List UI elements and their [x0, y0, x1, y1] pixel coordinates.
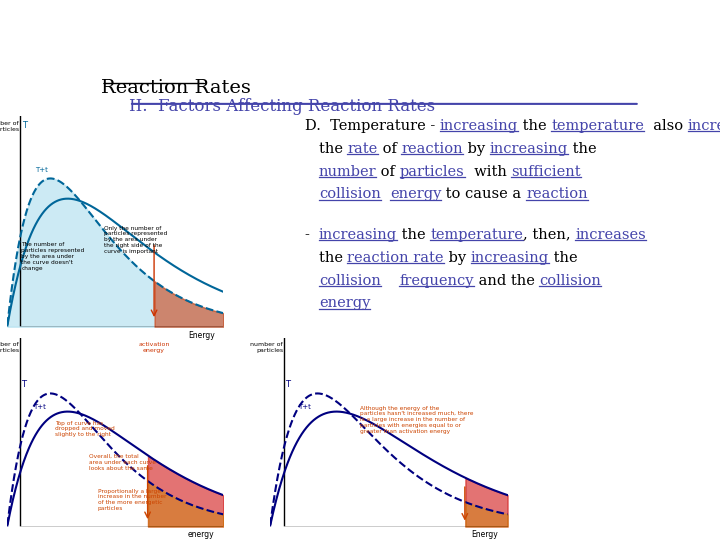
- Text: also: also: [644, 119, 688, 133]
- Text: Only the number of
particles represented
by the area under
the right side of the: Only the number of particles represented…: [104, 226, 168, 254]
- Text: collision: collision: [539, 274, 601, 287]
- Text: increases: increases: [575, 228, 647, 242]
- Text: the: the: [319, 251, 348, 265]
- Text: the: the: [319, 141, 348, 156]
- Text: increases: increases: [688, 119, 720, 133]
- Text: with: with: [464, 165, 511, 179]
- Text: Energy: Energy: [472, 530, 498, 539]
- Text: The number of
particles represented
by the area under
the curve doesn't
change: The number of particles represented by t…: [22, 242, 84, 271]
- Text: collision: collision: [319, 187, 381, 201]
- Text: the: the: [549, 251, 577, 265]
- Text: the: the: [567, 141, 596, 156]
- Text: D.  Temperature -: D. Temperature -: [305, 119, 440, 133]
- Text: Top of curve has
dropped and moved
slightly to the right: Top of curve has dropped and moved sligh…: [55, 421, 114, 437]
- Text: particles: particles: [400, 165, 464, 179]
- Text: increasing: increasing: [440, 119, 518, 133]
- Text: -: -: [305, 228, 319, 242]
- Text: number of
particles: number of particles: [251, 342, 283, 353]
- Text: by: by: [463, 141, 490, 156]
- Text: number of
particles: number of particles: [0, 342, 19, 353]
- Text: Reaction Rates: Reaction Rates: [101, 79, 251, 97]
- Text: reaction rate: reaction rate: [348, 251, 444, 265]
- Text: sufficient: sufficient: [511, 165, 581, 179]
- Text: and the: and the: [474, 274, 539, 287]
- Text: the: the: [397, 228, 431, 242]
- Text: Energy: Energy: [188, 332, 215, 341]
- Text: T: T: [22, 380, 26, 389]
- Text: T: T: [22, 121, 27, 130]
- Text: increasing: increasing: [490, 141, 567, 156]
- Text: the: the: [518, 119, 551, 133]
- Text: rate: rate: [348, 141, 378, 156]
- Text: increasing: increasing: [319, 228, 397, 242]
- Text: T+t: T+t: [35, 167, 48, 173]
- Text: energy: energy: [188, 530, 215, 539]
- Text: to cause a: to cause a: [441, 187, 526, 201]
- Text: , then,: , then,: [523, 228, 575, 242]
- Text: reaction: reaction: [526, 187, 588, 201]
- Text: T+t: T+t: [299, 403, 311, 409]
- Text: activation
energy: activation energy: [138, 342, 170, 353]
- Text: collision: collision: [319, 274, 381, 287]
- Text: Although the energy of the
particles hasn't increased much, there
is a large inc: Although the energy of the particles has…: [360, 406, 474, 434]
- Text: Proportionally a large
increase in the number
of the more energetic
particles: Proportionally a large increase in the n…: [98, 489, 166, 511]
- Text: temperature: temperature: [431, 228, 523, 242]
- Text: T+t: T+t: [33, 403, 46, 409]
- Text: number: number: [319, 165, 377, 179]
- Text: number of
particles: number of particles: [0, 121, 19, 132]
- Text: energy: energy: [390, 187, 441, 201]
- Text: temperature: temperature: [551, 119, 644, 133]
- Text: Overall, the total
area under each curve
looks about the same: Overall, the total area under each curve…: [89, 454, 156, 470]
- Text: T: T: [285, 380, 290, 389]
- Text: increasing: increasing: [471, 251, 549, 265]
- Text: reaction: reaction: [401, 141, 463, 156]
- Text: frequency: frequency: [399, 274, 474, 287]
- Text: by: by: [444, 251, 471, 265]
- Text: of: of: [377, 165, 400, 179]
- Text: of: of: [378, 141, 401, 156]
- Text: II.  Factors Affecting Reaction Rates: II. Factors Affecting Reaction Rates: [129, 98, 435, 115]
- Text: energy: energy: [319, 296, 370, 310]
